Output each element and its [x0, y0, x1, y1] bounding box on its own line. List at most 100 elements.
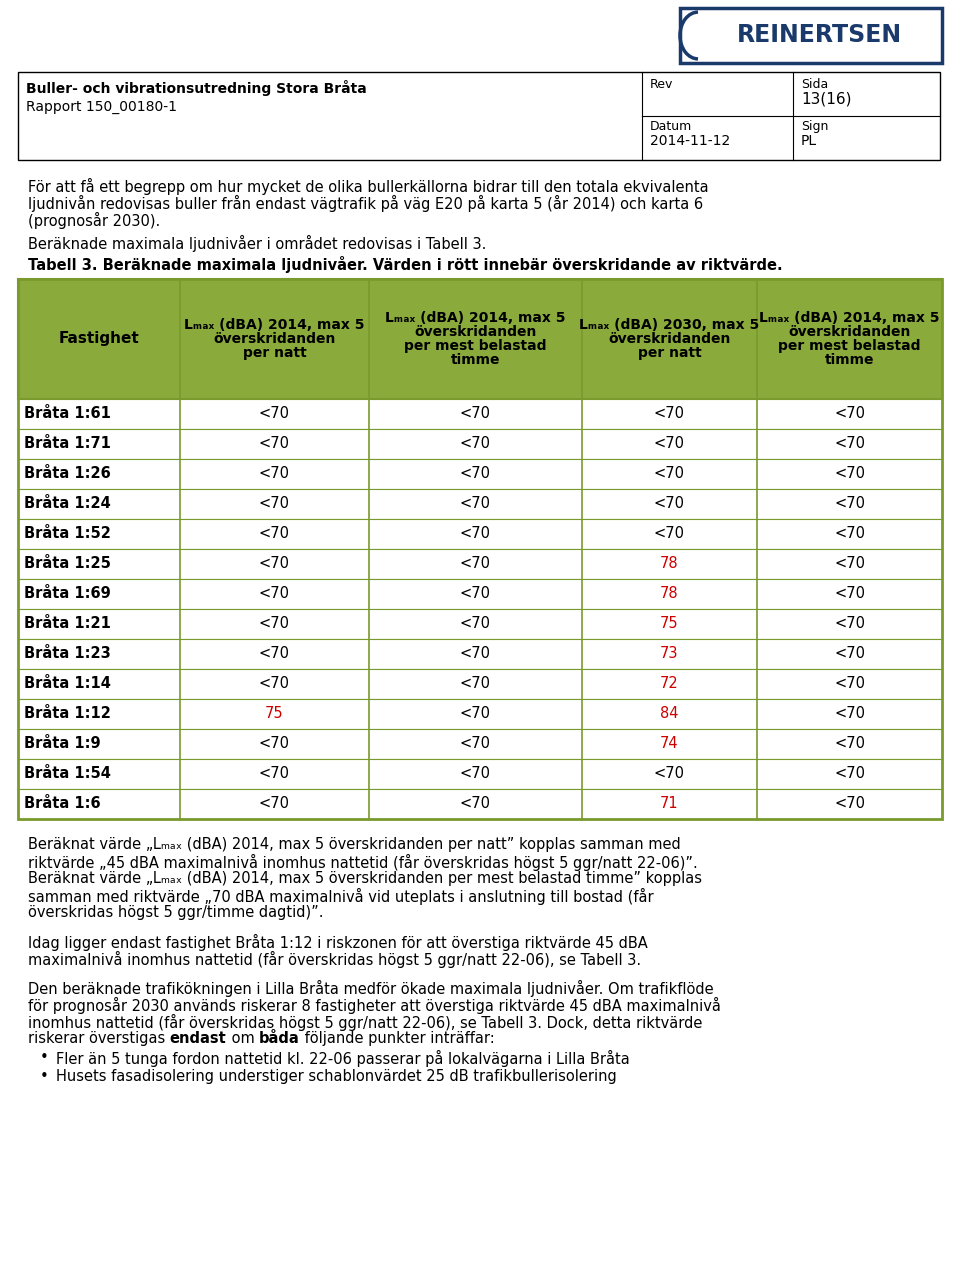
Text: per mest belastad: per mest belastad: [779, 339, 921, 353]
Text: Bråta 1:52: Bråta 1:52: [24, 526, 110, 541]
Text: 13(16): 13(16): [801, 92, 852, 106]
Text: REINERTSEN: REINERTSEN: [736, 23, 901, 47]
Text: per mest belastad: per mest belastad: [404, 339, 546, 353]
Text: Bråta 1:24: Bråta 1:24: [24, 497, 110, 512]
Bar: [18, 489, 942, 520]
Bar: [18, 668, 942, 699]
Text: 74: 74: [660, 736, 679, 752]
Bar: [18, 729, 942, 760]
Text: <70: <70: [259, 407, 290, 422]
Bar: [18, 549, 942, 579]
Text: Bråta 1:6: Bråta 1:6: [24, 797, 101, 812]
Text: timme: timme: [450, 353, 500, 367]
Text: <70: <70: [460, 676, 491, 692]
Text: <70: <70: [460, 707, 491, 721]
Text: Bråta 1:12: Bråta 1:12: [24, 707, 110, 721]
Bar: [18, 699, 942, 729]
Text: <70: <70: [460, 586, 491, 602]
Text: Bråta 1:21: Bråta 1:21: [24, 617, 110, 631]
Text: •: •: [40, 1049, 49, 1065]
Text: <70: <70: [834, 497, 865, 512]
Bar: [18, 579, 942, 609]
Text: Bråta 1:54: Bråta 1:54: [24, 766, 110, 781]
Text: Beräknade maximala ljudnivåer i området redovisas i Tabell 3.: Beräknade maximala ljudnivåer i området …: [28, 235, 487, 251]
Text: <70: <70: [259, 766, 290, 781]
Text: <70: <70: [834, 736, 865, 752]
Text: Bråta 1:26: Bråta 1:26: [24, 467, 110, 481]
Text: <70: <70: [259, 497, 290, 512]
Text: <70: <70: [460, 736, 491, 752]
Text: riktvärde „45 dBA maximalnivå inomhus nattetid (får överskridas högst 5 ggr/natt: riktvärde „45 dBA maximalnivå inomhus na…: [28, 854, 698, 871]
Text: Bråta 1:25: Bråta 1:25: [24, 557, 110, 571]
Text: för prognosår 2030 används riskerar 8 fastigheter att överstiga riktvärde 45 dBA: för prognosår 2030 används riskerar 8 fa…: [28, 997, 721, 1014]
Bar: [18, 609, 942, 639]
Text: <70: <70: [460, 647, 491, 662]
Text: <70: <70: [259, 736, 290, 752]
Text: 84: 84: [660, 707, 679, 721]
Text: överskridanden: överskridanden: [213, 332, 336, 346]
Text: 72: 72: [660, 676, 679, 692]
Text: Husets fasadisolering understiger schablonvärdet 25 dB trafikbullerisolering: Husets fasadisolering understiger schabl…: [56, 1069, 616, 1084]
Text: per natt: per natt: [243, 346, 306, 361]
Text: <70: <70: [259, 557, 290, 571]
Bar: [18, 399, 942, 429]
Text: Den beräknade trafikökningen i Lilla Bråta medför ökade maximala ljudnivåer. Om : Den beräknade trafikökningen i Lilla Brå…: [28, 980, 713, 997]
Text: 78: 78: [660, 557, 679, 571]
Text: <70: <70: [460, 557, 491, 571]
Text: överskridanden: överskridanden: [414, 325, 537, 339]
Text: Beräknat värde „Lₘₐₓ (dBA) 2014, max 5 överskridanden per natt” kopplas samman m: Beräknat värde „Lₘₐₓ (dBA) 2014, max 5 ö…: [28, 837, 681, 852]
Bar: [18, 278, 942, 399]
Text: <70: <70: [834, 557, 865, 571]
Text: <70: <70: [654, 766, 684, 781]
Text: Lₘₐₓ (dBA) 2014, max 5: Lₘₐₓ (dBA) 2014, max 5: [759, 310, 940, 325]
Bar: [18, 278, 942, 819]
Text: <70: <70: [460, 617, 491, 631]
Text: per natt: per natt: [637, 346, 702, 361]
Text: överskridanden: överskridanden: [788, 325, 911, 339]
Text: följande punkter inträffar:: följande punkter inträffar:: [300, 1032, 494, 1046]
Text: För att få ett begrepp om hur mycket de olika bullerkällorna bidrar till den tot: För att få ett begrepp om hur mycket de …: [28, 178, 708, 195]
Text: <70: <70: [834, 676, 865, 692]
Text: överskridas högst 5 ggr/timme dagtid)”.: överskridas högst 5 ggr/timme dagtid)”.: [28, 905, 324, 920]
Text: <70: <70: [460, 467, 491, 481]
Text: <70: <70: [654, 497, 684, 512]
Text: Beräknat värde „Lₘₐₓ (dBA) 2014, max 5 överskridanden per mest belastad timme” k: Beräknat värde „Lₘₐₓ (dBA) 2014, max 5 ö…: [28, 871, 702, 887]
Text: <70: <70: [834, 467, 865, 481]
Text: <70: <70: [259, 436, 290, 452]
Text: 75: 75: [265, 707, 284, 721]
Text: <70: <70: [460, 526, 491, 541]
Text: Bråta 1:71: Bråta 1:71: [24, 436, 110, 452]
Bar: [18, 72, 940, 160]
Text: <70: <70: [259, 617, 290, 631]
Text: <70: <70: [259, 526, 290, 541]
Text: <70: <70: [259, 647, 290, 662]
Text: samman med riktvärde „70 dBA maximalnivå vid uteplats i anslutning till bostad (: samman med riktvärde „70 dBA maximalnivå…: [28, 888, 654, 905]
Text: <70: <70: [259, 676, 290, 692]
Text: <70: <70: [460, 497, 491, 512]
Text: Lₘₐₓ (dBA) 2014, max 5: Lₘₐₓ (dBA) 2014, max 5: [385, 310, 565, 325]
Text: 71: 71: [660, 797, 679, 812]
Text: <70: <70: [834, 707, 865, 721]
Text: 78: 78: [660, 586, 679, 602]
Bar: [680, 8, 942, 63]
Bar: [18, 639, 942, 668]
Text: PL: PL: [801, 133, 817, 148]
Text: maximalnivå inomhus nattetid (får överskridas högst 5 ggr/natt 22-06), se Tabell: maximalnivå inomhus nattetid (får översk…: [28, 951, 641, 967]
Text: <70: <70: [259, 586, 290, 602]
Text: ljudnivån redovisas buller från endast vägtrafik på väg E20 på karta 5 (år 2014): ljudnivån redovisas buller från endast v…: [28, 195, 703, 212]
Text: Lₘₐₓ (dBA) 2014, max 5: Lₘₐₓ (dBA) 2014, max 5: [184, 318, 365, 332]
Bar: [18, 459, 942, 489]
Text: Lₘₐₓ (dBA) 2030, max 5: Lₘₐₓ (dBA) 2030, max 5: [579, 318, 759, 332]
Bar: [18, 760, 942, 789]
Text: inomhus nattetid (får överskridas högst 5 ggr/natt 22-06), se Tabell 3. Dock, de: inomhus nattetid (får överskridas högst …: [28, 1014, 703, 1032]
Text: 73: 73: [660, 647, 679, 662]
Text: Buller- och vibrationsutredning Stora Bråta: Buller- och vibrationsutredning Stora Br…: [26, 80, 367, 96]
Text: Bråta 1:61: Bråta 1:61: [24, 407, 110, 422]
Text: <70: <70: [834, 407, 865, 422]
Text: Rapport 150_00180-1: Rapport 150_00180-1: [26, 100, 177, 114]
Text: Tabell 3. Beräknade maximala ljudnivåer. Värden i rött innebär överskridande av : Tabell 3. Beräknade maximala ljudnivåer.…: [28, 257, 782, 273]
Text: •: •: [40, 1069, 49, 1084]
Text: riskerar överstigas: riskerar överstigas: [28, 1032, 170, 1046]
Text: <70: <70: [654, 467, 684, 481]
Text: <70: <70: [654, 526, 684, 541]
